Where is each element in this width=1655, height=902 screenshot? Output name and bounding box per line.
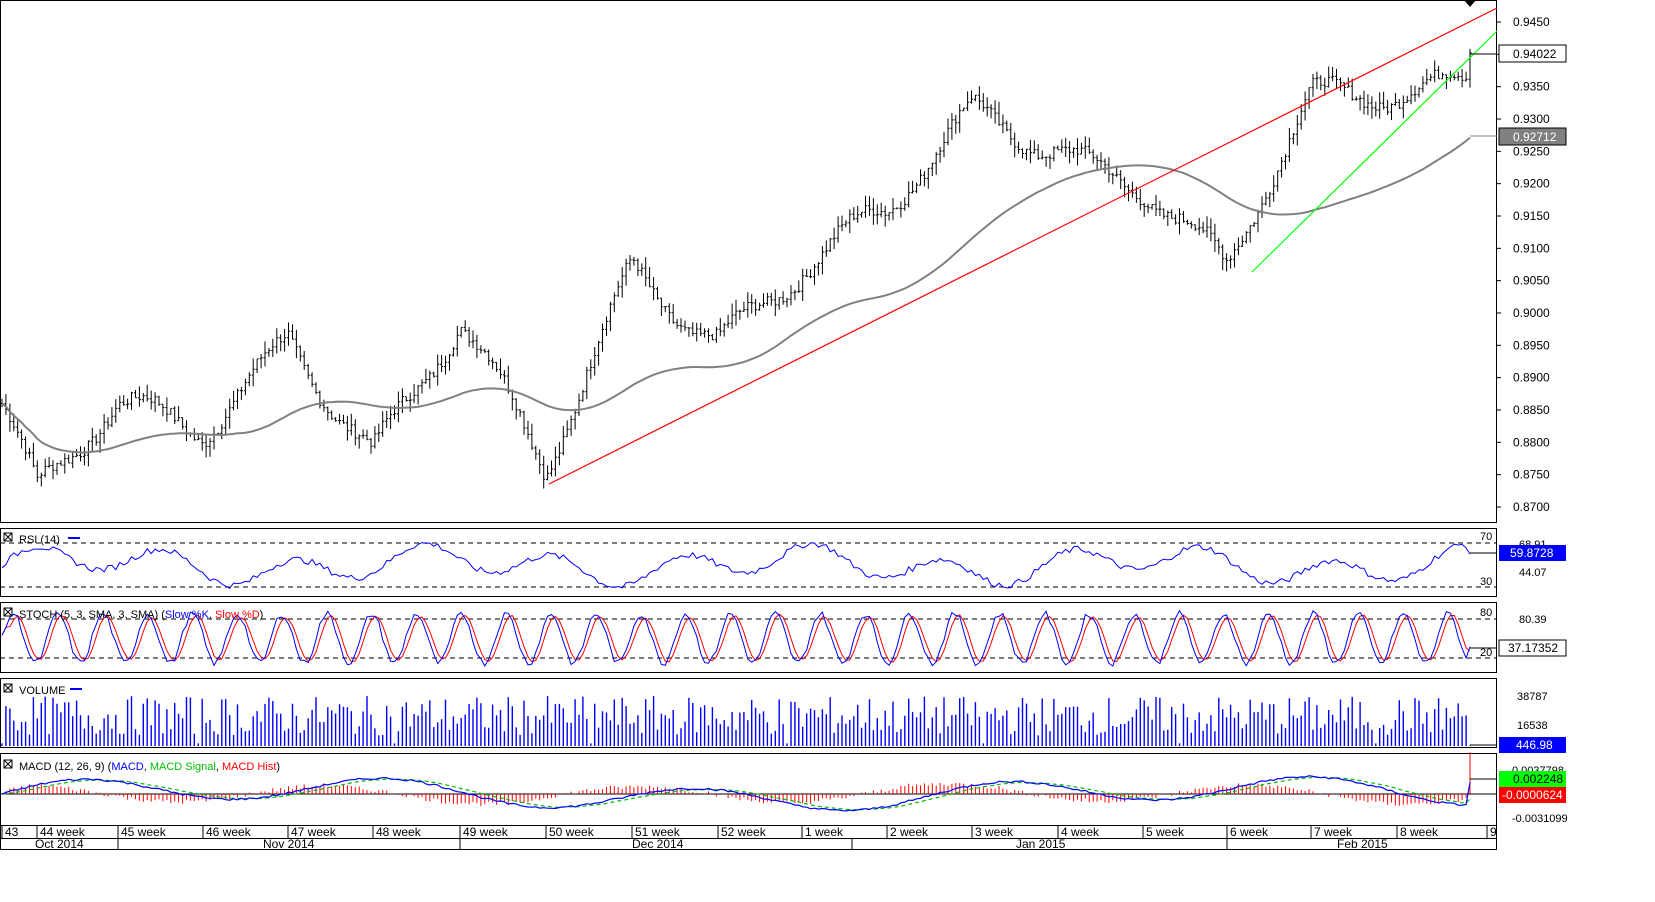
volume-panel-toggle-icon[interactable] xyxy=(3,683,13,693)
volume-title: VOLUME xyxy=(19,685,65,697)
volume-panel: VOLUME 38787 16538 446.98 xyxy=(1,683,1566,753)
stoch-panel-toggle-icon[interactable] xyxy=(3,607,13,617)
price-tick-label: 0.9150 xyxy=(1513,209,1550,223)
month-tick-label: Jan 2015 xyxy=(1016,837,1066,851)
macd-panel: MACD (12, 26, 9) (MACD, MACD Signal, MAC… xyxy=(0,752,1568,825)
week-tick-label: 47 week xyxy=(291,825,337,839)
top-marker-icon xyxy=(1464,0,1476,7)
price-panel-frame xyxy=(0,0,1497,523)
stoch-title: STOCH (5, 3, SMA, 3, SMA) (Slow %K, Slow… xyxy=(19,609,263,621)
rsi-panel-toggle-icon[interactable] xyxy=(3,532,13,542)
last-price-tag: 0.94022 xyxy=(1498,44,1567,63)
price-tick-label: 0.8800 xyxy=(1513,435,1550,449)
rsi-title: RSI (14) xyxy=(19,534,60,546)
week-tick-label: 52 week xyxy=(721,825,767,839)
week-tick-label: 44 week xyxy=(40,825,86,839)
price-tick-label: 0.8750 xyxy=(1513,468,1550,482)
stoch-level-80-label: 80 xyxy=(1480,607,1492,619)
moving-average-line xyxy=(1,136,1471,454)
rsi-current-tag xyxy=(1499,545,1566,561)
macd-line xyxy=(1,775,1471,812)
time-axis: 43 44 week 45 week 46 week 47 week 48 week 49 … xyxy=(1,825,1497,851)
week-tick-label: 6 week xyxy=(1230,825,1269,839)
price-tick-label: 0.8950 xyxy=(1513,338,1550,352)
price-tick-label: 0.8900 xyxy=(1513,371,1550,385)
price-bars xyxy=(0,48,1472,489)
week-tick-label: 46 week xyxy=(206,825,252,839)
volume-tick-label: 16538 xyxy=(1517,720,1548,732)
volume-current-tag xyxy=(1499,737,1566,753)
month-tick-label: Oct 2014 xyxy=(35,837,84,851)
rsi-current-label: 59.8728 xyxy=(1510,546,1554,560)
price-tick-label: 0.9450 xyxy=(1513,15,1550,29)
stoch-current-label: 37.17352 xyxy=(1508,641,1558,655)
week-tick-label: 9 xyxy=(1490,825,1497,839)
macd-panel-toggle-icon[interactable] xyxy=(3,759,13,769)
price-tick-label: 0.9200 xyxy=(1513,177,1550,191)
ohlc-bar-set xyxy=(0,48,1472,489)
week-tick-label: 49 week xyxy=(463,825,509,839)
rsi-panel-frame xyxy=(0,528,1497,597)
volume-current-label: 446.98 xyxy=(1516,738,1553,752)
ma-price-tag: 0.92712 xyxy=(1498,127,1567,146)
rsi-tick-label: 44.07 xyxy=(1519,567,1547,579)
stoch-slow-k-line xyxy=(1,609,1471,668)
green-trendline[interactable] xyxy=(1251,30,1498,273)
week-tick-label: 50 week xyxy=(549,825,595,839)
stoch-level-20-label: 20 xyxy=(1480,647,1492,659)
price-tick-label: 0.9100 xyxy=(1513,241,1550,255)
volume-bar-set xyxy=(1,696,1471,746)
red-trendline[interactable] xyxy=(548,7,1498,485)
panel-frames xyxy=(0,0,1497,850)
price-tick-label: 0.8850 xyxy=(1513,403,1550,417)
volume-panel-frame xyxy=(0,678,1497,748)
price-tick-label: 0.9000 xyxy=(1513,306,1550,320)
rsi-line xyxy=(1,542,1471,590)
macd-current-label: 0.002248 xyxy=(1513,772,1563,786)
week-tick-label: 4 week xyxy=(1061,825,1100,839)
week-tick-label: 8 week xyxy=(1400,825,1439,839)
stoch-slow-d-line xyxy=(1,613,1471,663)
week-tick-label: 48 week xyxy=(376,825,422,839)
macd-hist-current-tag xyxy=(1499,787,1566,803)
stoch-panel-frame xyxy=(0,602,1497,673)
last-price-label: 0.94022 xyxy=(1513,47,1557,61)
price-tick-label: 0.9350 xyxy=(1513,80,1550,94)
week-tick-label: 5 week xyxy=(1146,825,1185,839)
macd-hist-current-label: -0.0000624 xyxy=(1502,788,1563,802)
price-tick-label: 0.9300 xyxy=(1513,112,1550,126)
ma-price-label: 0.92712 xyxy=(1513,130,1557,144)
week-tick-label: 45 week xyxy=(121,825,167,839)
month-tick-label: Nov 2014 xyxy=(263,837,315,851)
week-tick-label: 43 xyxy=(5,825,19,839)
price-tick-label: 0.9050 xyxy=(1513,274,1550,288)
price-tick-label: 0.9250 xyxy=(1513,144,1550,158)
volume-tick-label: 38787 xyxy=(1517,691,1548,703)
macd-histogram xyxy=(5,752,1471,807)
stoch-tick-label: 80.39 xyxy=(1519,614,1547,626)
macd-hist-bar-set xyxy=(5,752,1471,807)
rsi-level-30-label: 30 xyxy=(1480,576,1492,588)
stoch-current-tag xyxy=(1498,639,1567,657)
stochastic-panel: STOCH (5, 3, SMA, 3, SMA) (Slow %K, Slow… xyxy=(0,607,1567,668)
week-tick-label: 1 week xyxy=(805,825,844,839)
month-tick-label: Dec 2014 xyxy=(632,837,684,851)
week-tick-label: 7 week xyxy=(1314,825,1353,839)
time-axis-frame xyxy=(0,825,1497,850)
week-tick-label: 3 week xyxy=(975,825,1014,839)
macd-title: MACD (12, 26, 9) (MACD, MACD Signal, MAC… xyxy=(19,761,280,773)
price-panel: 0.94500.94000.93500.93000.92500.92000.91… xyxy=(0,0,1567,514)
rsi-level-70-label: 70 xyxy=(1480,531,1492,543)
month-tick-label: Feb 2015 xyxy=(1337,837,1388,851)
rsi-panel: RSI (14) 70 30 68.91 44.07 59.8728 xyxy=(0,531,1566,590)
macd-tick-label: -0.0031099 xyxy=(1512,813,1568,825)
price-tick-label: 0.8700 xyxy=(1513,500,1550,514)
week-tick-label: 51 week xyxy=(635,825,681,839)
volume-bars xyxy=(1,696,1471,746)
price-y-axis: 0.94500.94000.93500.93000.92500.92000.91… xyxy=(1496,15,1550,514)
macd-current-tag xyxy=(1499,771,1566,787)
week-tick-label: 2 week xyxy=(890,825,929,839)
